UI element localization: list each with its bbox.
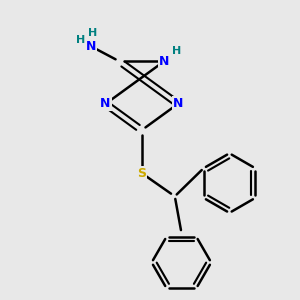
Text: H: H bbox=[88, 28, 98, 38]
Text: N: N bbox=[173, 98, 183, 110]
Text: N: N bbox=[159, 55, 169, 68]
Text: N: N bbox=[100, 98, 111, 110]
Text: N: N bbox=[86, 40, 96, 53]
Text: H: H bbox=[172, 46, 181, 56]
Text: S: S bbox=[137, 167, 146, 180]
Text: H: H bbox=[76, 35, 85, 45]
